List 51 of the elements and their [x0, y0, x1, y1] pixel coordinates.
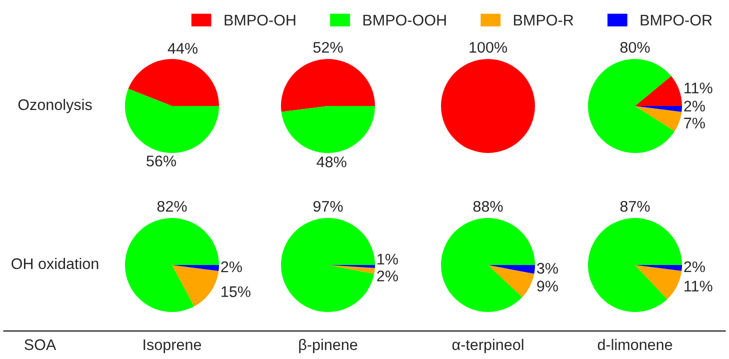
- data-label: 15%: [222, 286, 250, 298]
- legend-label: BMPO-OR: [640, 14, 712, 26]
- data-label: 11%: [684, 280, 712, 292]
- pie-slice: [125, 88, 219, 153]
- text: d-limonene: [598, 338, 672, 350]
- data-label: 88%: [473, 200, 503, 212]
- data-label: 9%: [537, 280, 558, 292]
- pie-slice: [488, 265, 535, 274]
- pie-slice: [128, 59, 219, 106]
- pie-slice: [635, 106, 682, 112]
- data-label: 11%: [684, 82, 712, 94]
- pie-slice: [588, 59, 675, 153]
- data-label: 2%: [684, 261, 705, 272]
- data-label: 1%: [378, 254, 398, 264]
- legend-label: BMPO-OOH: [363, 14, 446, 26]
- data-label: 82%: [157, 200, 187, 212]
- text: Ozonolysis: [18, 98, 92, 114]
- pie-slice: [125, 218, 219, 312]
- data-label: 80%: [620, 42, 650, 53]
- data-label: 44%: [168, 43, 198, 54]
- data-label: 2%: [221, 261, 242, 272]
- pie-slice: [588, 218, 682, 312]
- pie-slice: [172, 265, 219, 271]
- pie-slice: [281, 218, 375, 312]
- pie-slice: [488, 265, 534, 298]
- text: β-pinene: [299, 338, 358, 354]
- pie-slice: [328, 265, 375, 274]
- text: SOA: [24, 339, 56, 350]
- data-label: 87%: [620, 200, 650, 212]
- legend-label: BMPO-OH: [224, 14, 296, 26]
- data-label: 2%: [684, 100, 705, 112]
- pie-slice: [635, 106, 682, 132]
- pie-slice: [635, 76, 682, 106]
- pie-slice: [635, 265, 682, 300]
- data-label: 2%: [377, 270, 398, 282]
- data-label: 100%: [470, 42, 507, 53]
- data-label: 97%: [313, 200, 343, 212]
- text: α-terpineol: [452, 338, 524, 354]
- text: OH oxidation: [12, 258, 98, 270]
- pie-slice: [172, 265, 219, 306]
- data-label: 56%: [146, 156, 176, 166]
- text: Isoprene: [144, 339, 202, 354]
- data-label: 52%: [313, 42, 343, 53]
- pie-slice: [281, 59, 375, 112]
- data-label: 7%: [684, 118, 705, 128]
- legend-label: BMPO-R: [514, 14, 574, 26]
- pie-slice: [635, 265, 682, 271]
- pie-slice: [281, 106, 375, 153]
- data-label: 48%: [316, 156, 346, 168]
- pie-slice: [441, 218, 535, 312]
- data-label: 3%: [536, 262, 558, 274]
